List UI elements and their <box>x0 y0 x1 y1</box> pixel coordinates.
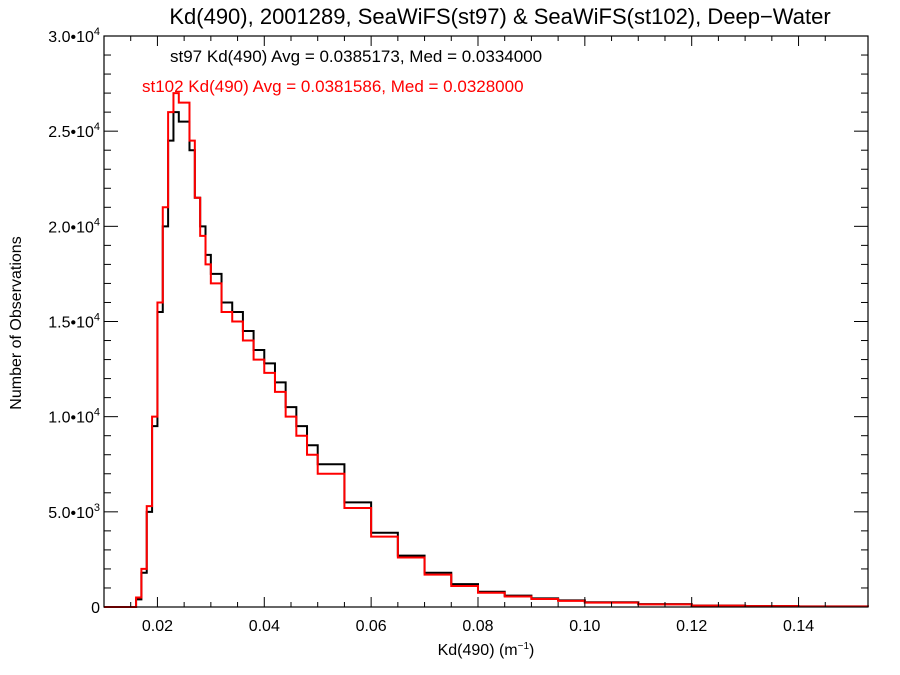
series-line-0 <box>104 111 869 608</box>
annotation-st97-stats: st97 Kd(490) Avg = 0.0385173, Med = 0.03… <box>170 47 542 66</box>
series-line-1 <box>104 92 869 608</box>
chart-title: Kd(490), 2001289, SeaWiFS(st97) & SeaWiF… <box>169 4 830 29</box>
y-tick-label: 0 <box>91 600 100 617</box>
x-tick-label: 0.14 <box>783 618 814 635</box>
plot-series-group <box>104 92 869 608</box>
x-tick-label: 0.10 <box>569 618 600 635</box>
x-axis-label: Kd(490) (m−1) <box>438 641 535 659</box>
y-tick-label: 2.0•104 <box>48 216 100 236</box>
x-tick-label: 0.06 <box>356 618 387 635</box>
y-tick-label: 2.5•104 <box>48 121 100 141</box>
x-tick-label: 0.12 <box>676 618 707 635</box>
y-tick-label: 5.0•103 <box>48 502 100 522</box>
x-tick-label: 0.08 <box>462 618 493 635</box>
annotation-st102-stats: st102 Kd(490) Avg = 0.0381586, Med = 0.0… <box>142 77 524 96</box>
y-tick-label: 1.0•104 <box>48 407 100 427</box>
y-tick-label: 1.5•104 <box>48 312 100 332</box>
y-tick-label: 3.0•104 <box>48 26 100 46</box>
x-tick-label: 0.02 <box>142 618 173 635</box>
x-tick-label: 0.04 <box>249 618 280 635</box>
y-axis-label: Number of Observations <box>8 236 25 409</box>
plot-frame <box>103 35 869 608</box>
plot-axes-group: 0.02 0.04 0.06 0.08 0.10 0.12 0.14 0 5.0•103 1.0•… <box>48 26 869 635</box>
